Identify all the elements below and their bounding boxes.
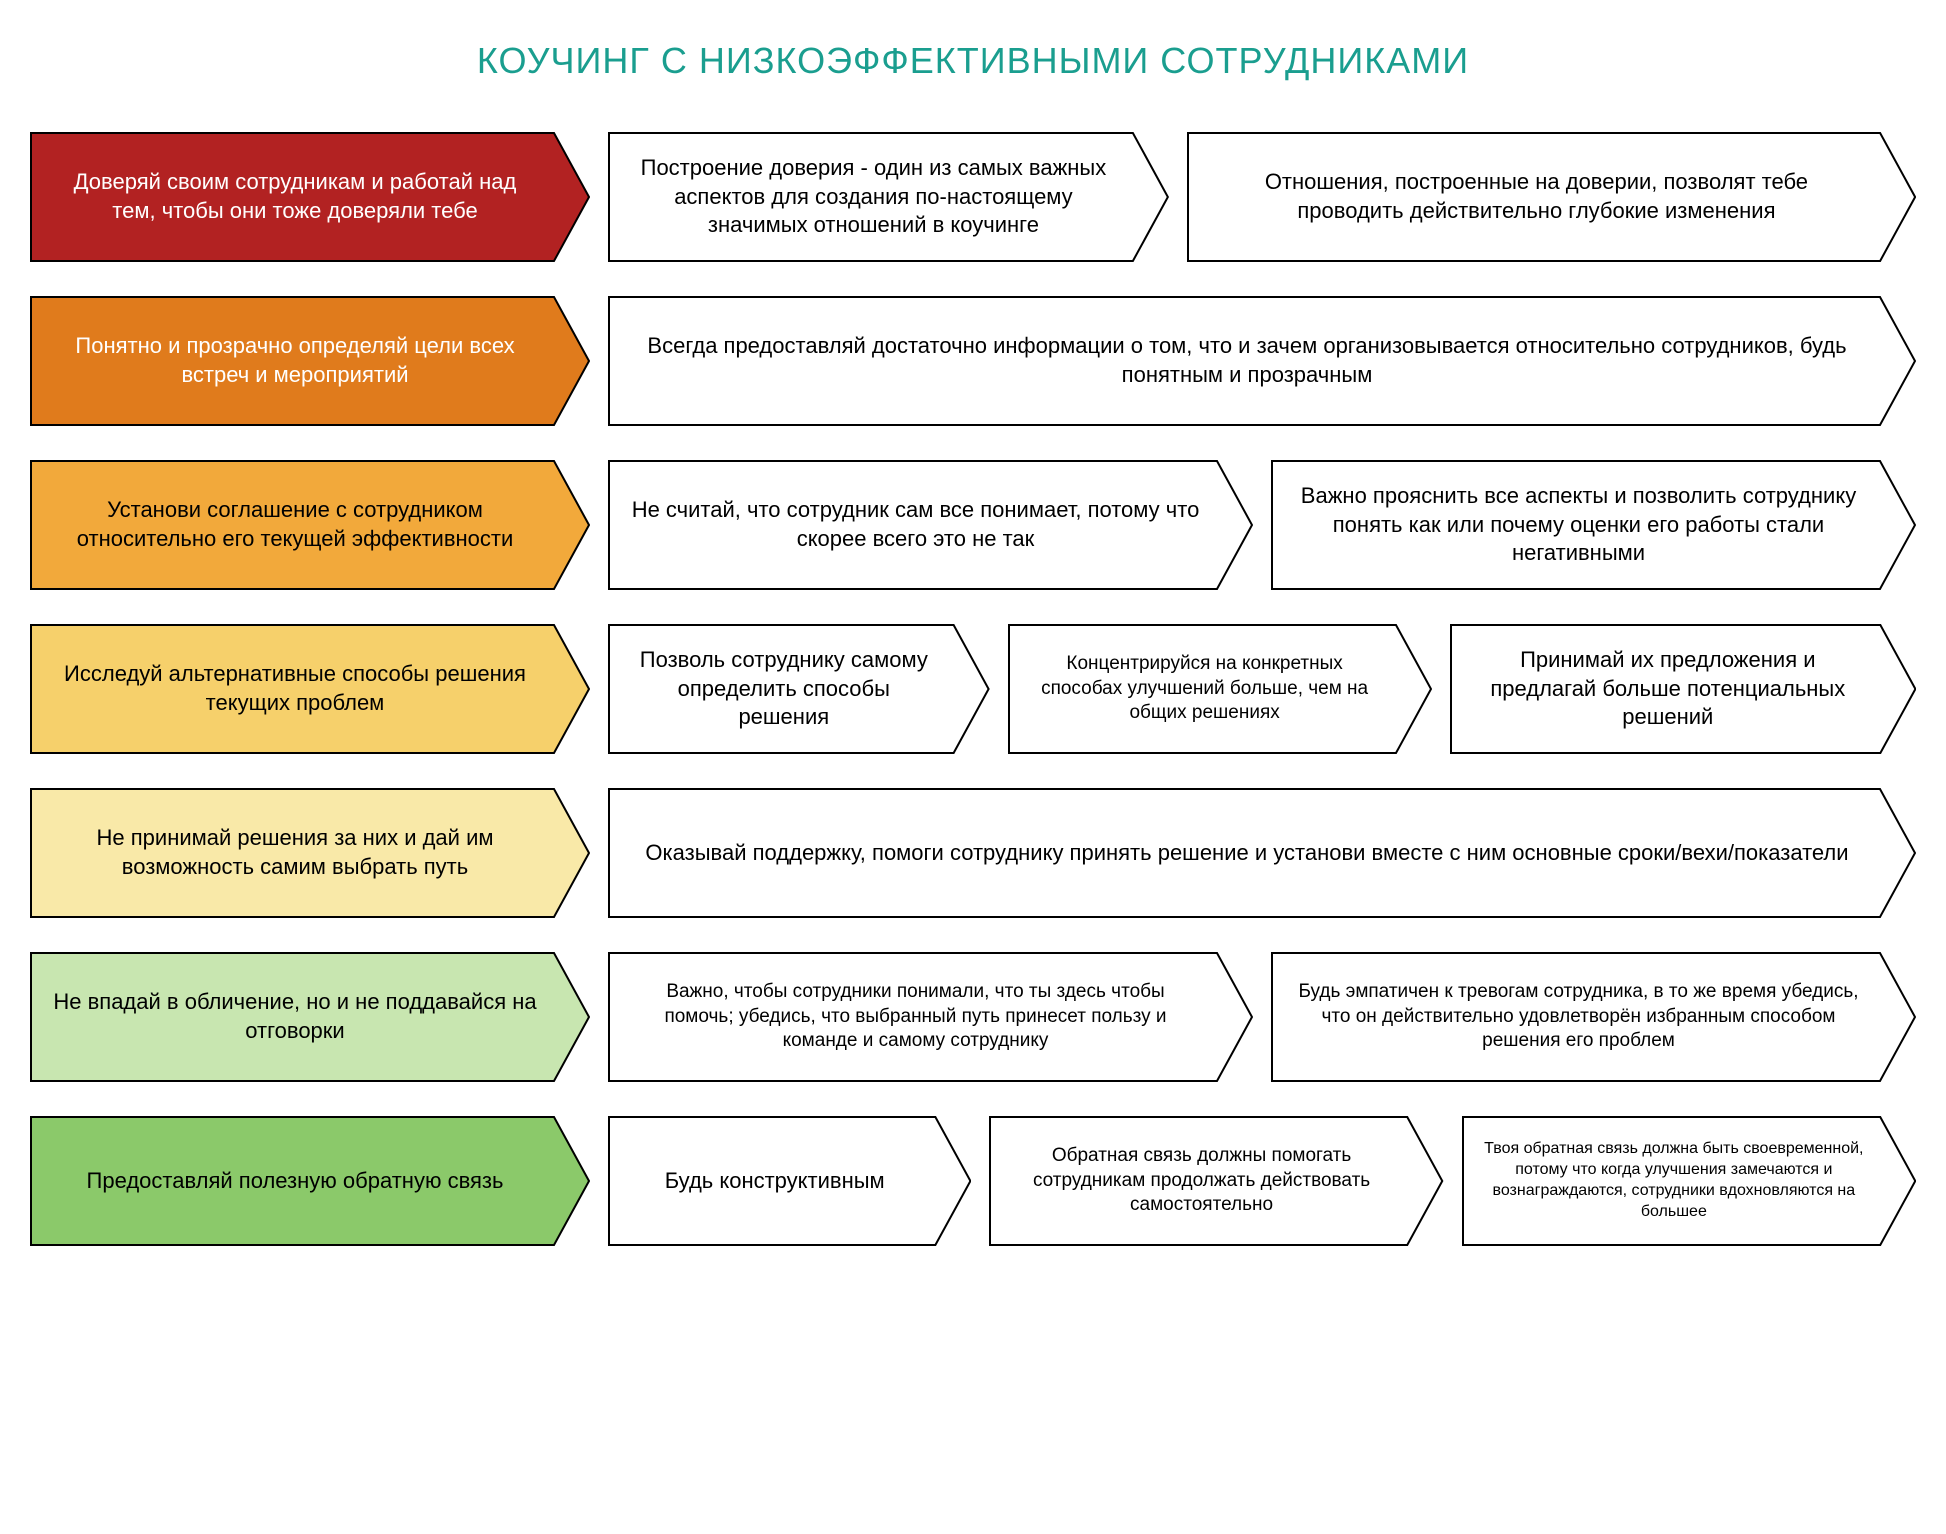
lead-arrow: Исследуй альтернативные способы решения …	[30, 624, 590, 754]
detail-arrow: Важно прояснить все аспекты и позволить …	[1271, 460, 1916, 590]
lead-arrow: Понятно и прозрачно определяй цели всех …	[30, 296, 590, 426]
detail-arrow: Всегда предоставляй достаточно информаци…	[608, 296, 1916, 426]
detail-arrow: Обратная связь должны помогать сотрудник…	[989, 1116, 1443, 1246]
lead-arrow: Предоставляй полезную обратную связь	[30, 1116, 590, 1246]
lead-arrow: Установи соглашение с сотрудником относи…	[30, 460, 590, 590]
arrow-label: Будь эмпатичен к тревогам сотрудника, в …	[1271, 952, 1916, 1082]
flow-row: Предоставляй полезную обратную связьБудь…	[30, 1116, 1916, 1246]
detail-arrow: Отношения, построенные на доверии, позво…	[1187, 132, 1916, 262]
page-title: КОУЧИНГ С НИЗКОЭФФЕКТИВНЫМИ СОТРУДНИКАМИ	[30, 40, 1916, 82]
detail-arrow: Будь эмпатичен к тревогам сотрудника, в …	[1271, 952, 1916, 1082]
arrow-label: Будь конструктивным	[608, 1116, 971, 1246]
lead-arrow: Доверяй своим сотрудникам и работай над …	[30, 132, 590, 262]
detail-arrow: Позволь сотруднику самому определить спо…	[608, 624, 990, 754]
flow-row: Установи соглашение с сотрудником относи…	[30, 460, 1916, 590]
detail-arrow: Принимай их предложения и предлагай боль…	[1450, 624, 1916, 754]
arrow-label: Предоставляй полезную обратную связь	[30, 1116, 590, 1246]
lead-arrow: Не принимай решения за них и дай им возм…	[30, 788, 590, 918]
flow-row: Исследуй альтернативные способы решения …	[30, 624, 1916, 754]
detail-arrow: Построение доверия - один из самых важны…	[608, 132, 1169, 262]
arrow-label: Твоя обратная связь должна быть своеврем…	[1462, 1116, 1916, 1246]
arrow-label: Оказывай поддержку, помоги сотруднику пр…	[608, 788, 1916, 918]
lead-arrow: Не впадай в обличение, но и не поддавайс…	[30, 952, 590, 1082]
arrow-label: Не считай, что сотрудник сам все понимае…	[608, 460, 1253, 590]
flow-row: Не принимай решения за них и дай им возм…	[30, 788, 1916, 918]
arrow-label: Важно прояснить все аспекты и позволить …	[1271, 460, 1916, 590]
arrow-label: Не принимай решения за них и дай им возм…	[30, 788, 590, 918]
arrow-label: Установи соглашение с сотрудником относи…	[30, 460, 590, 590]
detail-arrow: Твоя обратная связь должна быть своеврем…	[1462, 1116, 1916, 1246]
flowchart-container: Доверяй своим сотрудникам и работай над …	[30, 132, 1916, 1246]
detail-arrow: Концентрируйся на конкретных способах ул…	[1008, 624, 1432, 754]
detail-arrow: Важно, чтобы сотрудники понимали, что ты…	[608, 952, 1253, 1082]
arrow-label: Исследуй альтернативные способы решения …	[30, 624, 590, 754]
arrow-label: Концентрируйся на конкретных способах ул…	[1008, 624, 1432, 754]
detail-arrow: Не считай, что сотрудник сам все понимае…	[608, 460, 1253, 590]
arrow-label: Важно, чтобы сотрудники понимали, что ты…	[608, 952, 1253, 1082]
arrow-label: Построение доверия - один из самых важны…	[608, 132, 1169, 262]
flow-row: Понятно и прозрачно определяй цели всех …	[30, 296, 1916, 426]
arrow-label: Принимай их предложения и предлагай боль…	[1450, 624, 1916, 754]
arrow-label: Позволь сотруднику самому определить спо…	[608, 624, 990, 754]
arrow-label: Не впадай в обличение, но и не поддавайс…	[30, 952, 590, 1082]
arrow-label: Обратная связь должны помогать сотрудник…	[989, 1116, 1443, 1246]
arrow-label: Понятно и прозрачно определяй цели всех …	[30, 296, 590, 426]
arrow-label: Отношения, построенные на доверии, позво…	[1187, 132, 1916, 262]
detail-arrow: Будь конструктивным	[608, 1116, 971, 1246]
flow-row: Не впадай в обличение, но и не поддавайс…	[30, 952, 1916, 1082]
detail-arrow: Оказывай поддержку, помоги сотруднику пр…	[608, 788, 1916, 918]
arrow-label: Всегда предоставляй достаточно информаци…	[608, 296, 1916, 426]
flow-row: Доверяй своим сотрудникам и работай над …	[30, 132, 1916, 262]
arrow-label: Доверяй своим сотрудникам и работай над …	[30, 132, 590, 262]
